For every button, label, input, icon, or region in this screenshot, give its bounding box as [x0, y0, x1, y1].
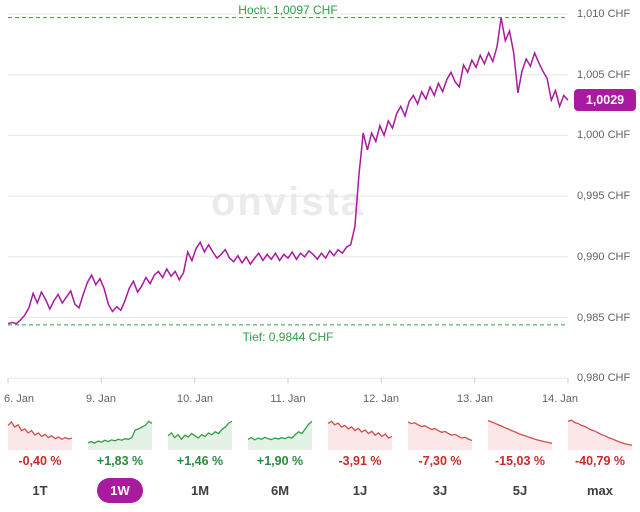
x-axis-label: 12. Jan — [362, 393, 400, 405]
sparkline-chart — [327, 420, 393, 450]
range-button-6m[interactable]: 6M — [258, 478, 302, 503]
sparkline-cell-3j[interactable]: -7,30 % — [400, 417, 480, 468]
y-axis-label: 0,980 CHF — [577, 372, 631, 384]
sparkline-area — [328, 421, 392, 450]
x-axis-label: 9. Jan — [86, 393, 116, 405]
sparkline-cell-max[interactable]: -40,79 % — [560, 417, 640, 468]
performance-sparklines: -0,40 % +1,83 % +1,46 % +1,90 % — [0, 417, 640, 468]
sparkline-chart — [407, 421, 473, 450]
sparkline-line — [87, 420, 153, 444]
range-selector: 1T 1W 1M 6M 1J 3J 5J max — [0, 478, 640, 503]
range-button-1j[interactable]: 1J — [340, 478, 380, 503]
sparkline-area — [88, 421, 152, 450]
performance-label: -40,79 % — [574, 454, 626, 468]
sparkline-cell-1j[interactable]: -3,91 % — [320, 417, 400, 468]
gridlines — [8, 13, 568, 379]
y-axis-label: 0,990 CHF — [577, 251, 631, 263]
sparkline-cell-1w[interactable]: +1,83 % — [80, 417, 160, 468]
last-price-badge: 1,0029 — [574, 89, 636, 111]
sparkline-chart — [487, 419, 553, 450]
sparkline-line — [167, 420, 233, 441]
sparkline-area — [568, 420, 632, 450]
sparkline-cell-1t[interactable]: -0,40 % — [0, 417, 80, 468]
range-button-1w[interactable]: 1W — [97, 478, 143, 503]
x-axis-label: 11. Jan — [270, 393, 306, 405]
range-button-1t[interactable]: 1T — [19, 478, 60, 503]
performance-label: -3,91 % — [338, 454, 382, 468]
x-axis-label: 6. Jan — [4, 393, 34, 405]
y-axis-label: 1,000 CHF — [577, 129, 631, 141]
sparkline-area — [408, 421, 472, 450]
performance-label: +1,90 % — [256, 454, 304, 468]
y-axis-label: 0,995 CHF — [577, 190, 631, 202]
sparkline-area — [168, 421, 232, 450]
x-axis-ticks — [7, 378, 569, 384]
sparkline-area — [8, 421, 72, 450]
chart-canvas[interactable] — [0, 0, 640, 412]
low-label: Tief: 0,9844 CHF — [242, 330, 334, 344]
sparkline-area — [248, 421, 312, 450]
sparkline-line — [407, 421, 473, 442]
sparkline-cell-6m[interactable]: +1,90 % — [240, 417, 320, 468]
y-axis-label: 1,005 CHF — [577, 69, 631, 81]
performance-label: +1,83 % — [96, 454, 144, 468]
x-axis-label: 14. Jan — [541, 393, 579, 405]
sparkline-line — [567, 419, 633, 447]
range-button-5j[interactable]: 5J — [500, 478, 540, 503]
sparkline-chart — [167, 420, 233, 450]
sparkline-chart — [7, 420, 73, 450]
performance-label: -7,30 % — [418, 454, 462, 468]
sparkline-chart — [247, 420, 313, 450]
range-button-max[interactable]: max — [574, 478, 626, 503]
sparkline-line — [247, 420, 313, 441]
onvista-watermark: onvista — [210, 180, 366, 224]
high-label: Hoch: 1,0097 CHF — [238, 3, 338, 17]
sparkline-chart — [567, 419, 633, 450]
y-axis-label: 0,985 CHF — [577, 312, 631, 324]
performance-label: -0,40 % — [18, 454, 62, 468]
x-axis-label: 13. Jan — [456, 393, 494, 405]
sparkline-chart — [87, 420, 153, 450]
x-axis-label: 10. Jan — [176, 393, 214, 405]
range-button-1m[interactable]: 1M — [178, 478, 222, 503]
sparkline-cell-1m[interactable]: +1,46 % — [160, 417, 240, 468]
sparkline-line — [7, 420, 73, 441]
range-button-3j[interactable]: 3J — [420, 478, 460, 503]
performance-label: +1,46 % — [176, 454, 224, 468]
sparkline-line — [327, 420, 393, 439]
y-axis-label: 1,010 CHF — [577, 8, 631, 20]
price-line — [7, 17, 569, 325]
performance-label: -15,03 % — [494, 454, 546, 468]
sparkline-cell-5j[interactable]: -15,03 % — [480, 417, 560, 468]
sparkline-line — [487, 419, 553, 445]
